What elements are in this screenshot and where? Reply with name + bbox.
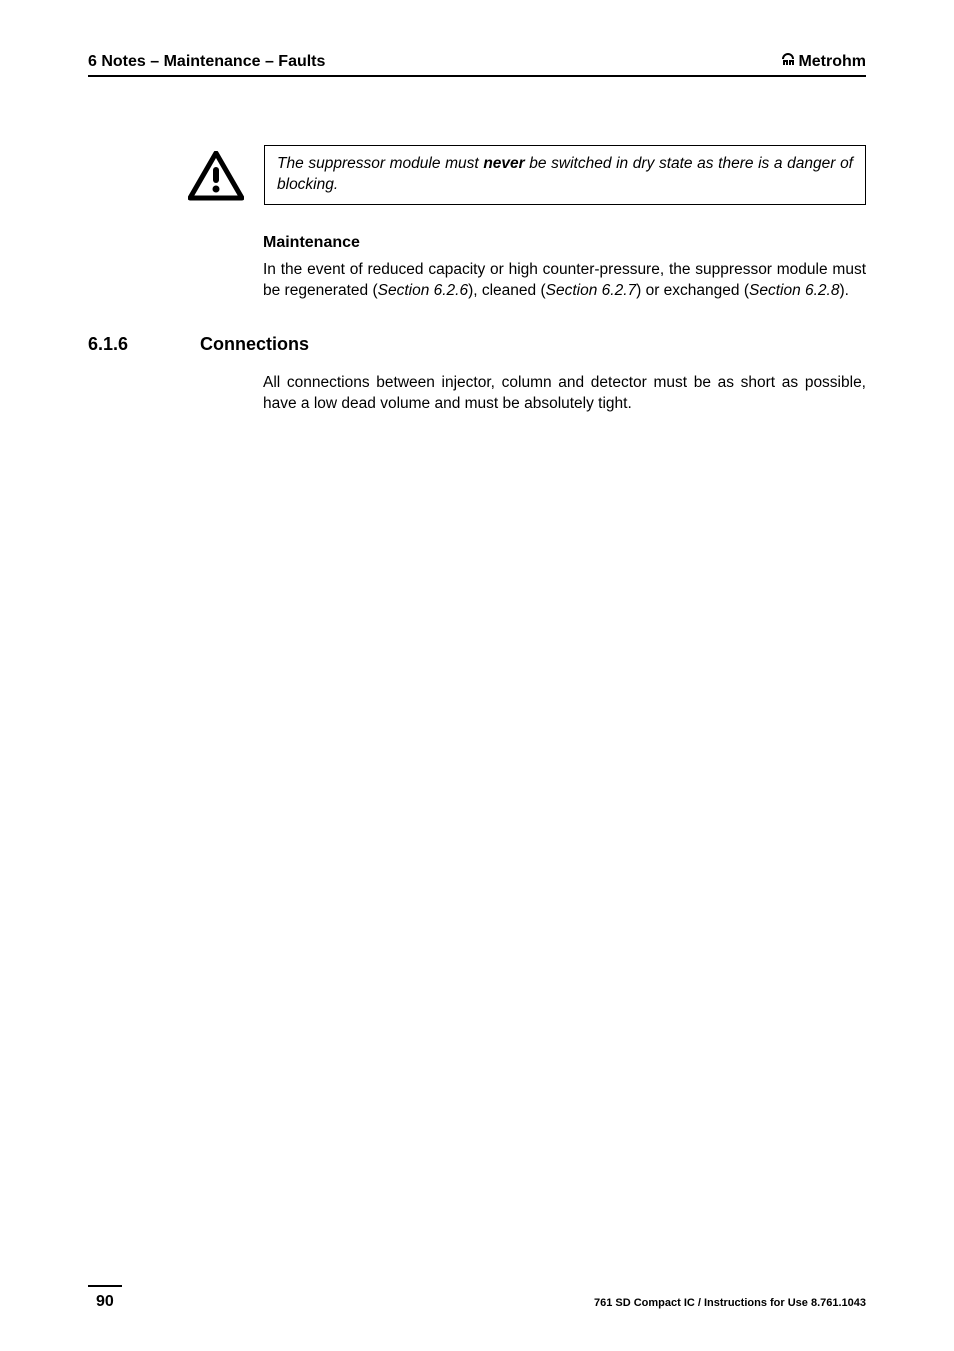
warning-text: The suppressor module must never be swit…: [277, 154, 853, 196]
maintenance-body: In the event of reduced capacity or high…: [263, 260, 866, 302]
page-header: 6 Notes – Maintenance – Faults Metrohm: [88, 52, 866, 77]
connections-heading-row: 6.1.6 Connections: [88, 334, 866, 355]
metrohm-logo-icon: [780, 52, 796, 71]
warning-icon: [188, 151, 244, 206]
warning-box-row: The suppressor module must never be swit…: [188, 145, 866, 206]
brand-text: Metrohm: [798, 53, 866, 71]
warning-callout-box: The suppressor module must never be swit…: [264, 145, 866, 205]
page-footer: 90 761 SD Compact IC / Instructions for …: [88, 1292, 866, 1311]
connections-body: All connections between injector, column…: [263, 373, 866, 415]
footer-doc-info: 761 SD Compact IC / Instructions for Use…: [594, 1297, 866, 1309]
header-chapter-title: 6 Notes – Maintenance – Faults: [88, 53, 325, 71]
page-number: 90: [88, 1293, 122, 1311]
maintenance-section: Maintenance In the event of reduced capa…: [263, 234, 866, 302]
connections-section: All connections between injector, column…: [263, 373, 866, 415]
header-brand: Metrohm: [780, 52, 866, 71]
maintenance-heading: Maintenance: [263, 234, 866, 252]
section-title: Connections: [200, 334, 309, 355]
section-number: 6.1.6: [88, 334, 200, 355]
